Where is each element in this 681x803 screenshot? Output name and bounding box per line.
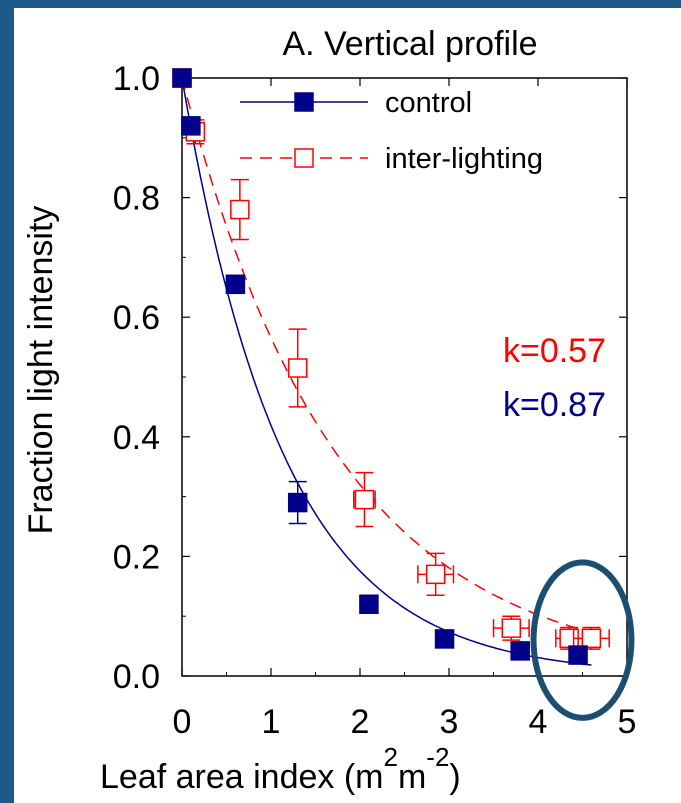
- data-point-control: [181, 116, 201, 136]
- x-axis-label-sup1: 2: [384, 742, 398, 772]
- x-axis-label-main: Leaf area index (m: [100, 758, 384, 796]
- data-point-control: [434, 629, 455, 649]
- y-axis-label: Fraction light intensity: [22, 206, 60, 535]
- legend-label-0: control: [385, 87, 472, 119]
- y-tick-label: 0.0: [113, 658, 160, 696]
- y-tick-label: 0.2: [113, 538, 160, 576]
- data-point-control: [359, 594, 379, 614]
- x-tick-label: 0: [173, 703, 192, 741]
- figure-panel: [14, 8, 681, 803]
- data-marks: [172, 68, 610, 665]
- legend-label-1: inter-lighting: [385, 143, 543, 175]
- x-tick-label: 5: [618, 703, 637, 741]
- data-point-control: [510, 641, 530, 661]
- legend-marker-1: [294, 148, 314, 168]
- legend: control inter-lighting: [240, 87, 543, 175]
- highlight-ellipse: [530, 559, 635, 721]
- data-point-control: [568, 645, 588, 665]
- data-point-control: [172, 68, 192, 88]
- data-point-inter-lighting: [230, 199, 250, 220]
- x-axis-label: Leaf area index (m2m-2): [100, 742, 461, 796]
- data-point-control: [225, 274, 246, 295]
- x-axis-label-sup2: -2: [426, 742, 449, 772]
- legend-marker-0: [294, 92, 314, 112]
- data-point-inter-lighting: [425, 564, 446, 585]
- chart-title: A. Vertical profile: [282, 25, 537, 63]
- x-axis-label-mid: m: [398, 758, 426, 796]
- k-label-control: k=0.87: [503, 386, 606, 424]
- data-point-control: [287, 492, 308, 513]
- axes: 0 1 2 3 4 5 0.0 0.2 0.4 0.6 0.8 1.0: [113, 60, 637, 741]
- x-tick-label: 2: [351, 703, 370, 741]
- y-tick-label: 1.0: [113, 60, 160, 98]
- y-tick-label: 0.8: [113, 180, 160, 218]
- x-tick-label: 3: [440, 703, 459, 741]
- highlight-ellipse-shape: [530, 559, 635, 721]
- y-tick-label: 0.4: [113, 419, 160, 457]
- y-tick-label: 0.6: [113, 299, 160, 337]
- fit-curve-inter-lighting: [181, 77, 592, 634]
- data-point-inter-lighting: [354, 489, 375, 510]
- x-tick-label: 1: [262, 703, 281, 741]
- k-label-inter-lighting: k=0.57: [503, 332, 606, 370]
- data-point-inter-lighting: [581, 628, 602, 649]
- x-tick-label: 4: [529, 703, 548, 741]
- data-point-inter-lighting: [287, 358, 308, 378]
- x-axis-label-end: ): [449, 758, 460, 796]
- data-point-inter-lighting: [501, 618, 522, 638]
